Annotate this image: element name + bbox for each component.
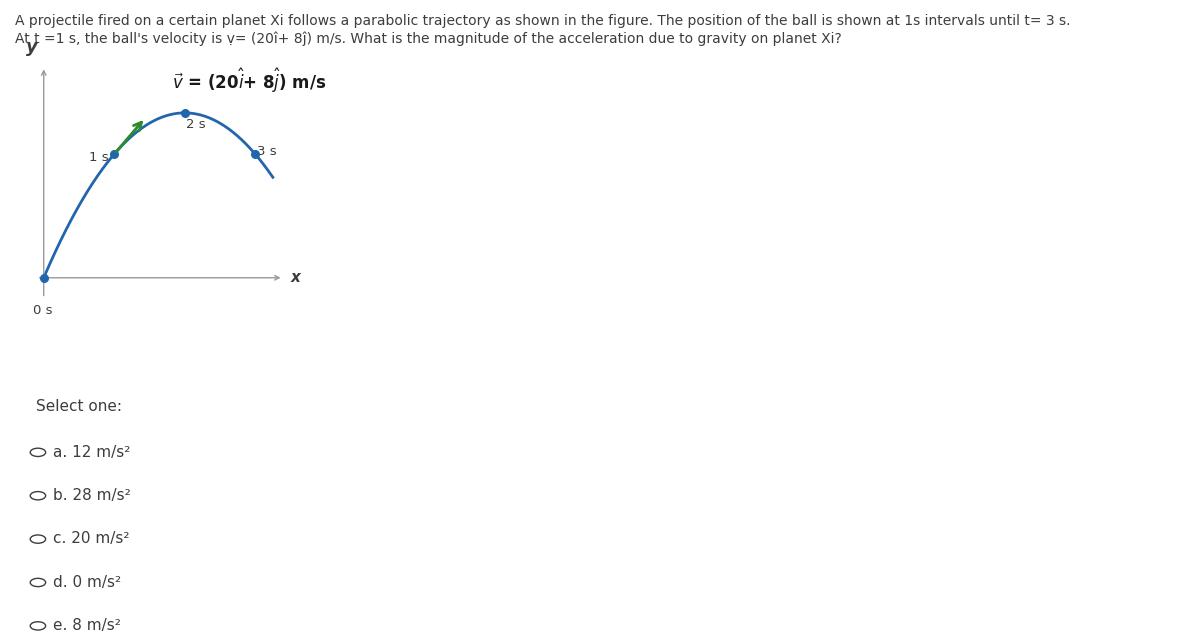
Text: 3 s: 3 s [257,145,276,158]
Text: 2 s: 2 s [186,118,206,131]
Text: b. 28 m/s²: b. 28 m/s² [53,488,132,503]
Text: y: y [26,38,37,56]
Text: a. 12 m/s²: a. 12 m/s² [53,445,130,460]
Text: c. 20 m/s²: c. 20 m/s² [53,531,130,547]
Text: $\vec{v}$ = (20$\hat{i}$+ 8$\hat{j}$) m/s: $\vec{v}$ = (20$\hat{i}$+ 8$\hat{j}$) m/… [172,66,326,95]
Text: d. 0 m/s²: d. 0 m/s² [53,575,121,590]
Text: 1 s: 1 s [89,151,109,164]
Text: A projectile fired on a certain planet Xi follows a parabolic trajectory as show: A projectile fired on a certain planet X… [15,14,1071,28]
Text: At t =1 s, the ball's velocity is ṿ= (20î+ 8ĵ) m/s. What is the magnitude of the: At t =1 s, the ball's velocity is ṿ= (20… [15,32,843,47]
Text: e. 8 m/s²: e. 8 m/s² [53,618,121,634]
Text: Select one:: Select one: [36,399,122,414]
Text: 0 s: 0 s [33,304,52,316]
Text: x: x [290,271,300,285]
